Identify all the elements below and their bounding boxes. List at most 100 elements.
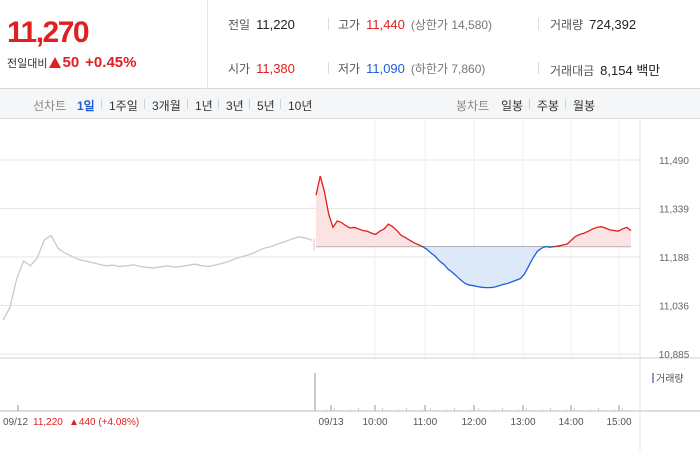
volume-bar xyxy=(462,410,463,411)
line-layer xyxy=(2,175,632,321)
volume-bar xyxy=(350,409,351,411)
quote-panel: 11,270 전일대비 50 +0.45% 전일 11,220 시가 11,380 고가… xyxy=(0,0,700,89)
divider xyxy=(538,62,539,74)
divider xyxy=(101,99,102,109)
y-tick-label: 10,885 xyxy=(659,350,690,361)
volume-bar xyxy=(614,409,615,411)
volume-bar xyxy=(566,409,567,411)
x-tick-label: 15:00 xyxy=(606,417,631,428)
y-tick-label: 11,188 xyxy=(659,253,689,264)
volume-bar xyxy=(502,408,503,411)
volume-bar xyxy=(314,373,316,411)
fill-layer xyxy=(316,176,631,288)
volume-bar xyxy=(558,410,559,411)
divider xyxy=(218,99,219,109)
candle-daily-tab[interactable]: 일봉 xyxy=(501,99,524,113)
prev-day-close: 11,220 xyxy=(33,417,63,428)
up-area xyxy=(554,226,631,247)
candle-weekly-tab[interactable]: 주봉 xyxy=(537,99,560,113)
up-line xyxy=(315,175,423,248)
y-tick-label: 11,036 xyxy=(659,302,689,313)
volume-bar xyxy=(382,408,383,411)
volume-bar xyxy=(366,410,367,411)
candle-monthly-tab[interactable]: 월봉 xyxy=(573,99,596,113)
volume-bar xyxy=(318,410,319,411)
volume-bar xyxy=(454,408,455,411)
stat-high: 고가 11,440 (상한가 14,580) xyxy=(338,16,492,33)
volume-bar xyxy=(630,410,631,411)
divider xyxy=(529,99,530,109)
prev-day-change: ▲440 (+4.08%) xyxy=(69,417,139,428)
change-row: 전일대비 50 +0.45% xyxy=(7,54,136,71)
volume-bar xyxy=(358,408,359,411)
price-box: 11,270 전일대비 50 +0.45% xyxy=(0,0,208,89)
volume-bar xyxy=(478,408,479,411)
x-tick-label: 14:00 xyxy=(558,417,583,428)
divider xyxy=(144,99,145,109)
stat-prev-close: 전일 11,220 xyxy=(228,16,295,33)
stat-label: 시가 xyxy=(228,62,251,76)
stat-label: 전일 xyxy=(228,18,251,32)
volume-layer xyxy=(314,373,631,411)
volume-bar xyxy=(398,409,399,411)
stat-value: 8,154 백만 xyxy=(600,63,661,78)
volume-bar xyxy=(446,409,447,411)
volume-bar xyxy=(526,408,527,411)
down-line xyxy=(422,245,547,289)
period-5y-tab[interactable]: 5년 xyxy=(257,99,275,113)
stat-value: 11,380 xyxy=(256,61,295,76)
stat-open: 시가 11,380 xyxy=(228,60,295,77)
volume-bar xyxy=(598,408,599,411)
change-label: 전일대비 xyxy=(7,58,48,70)
volume-bar xyxy=(494,409,495,411)
volume-bar xyxy=(574,408,575,411)
volume-bar xyxy=(374,409,375,411)
x-tick-label: 11:00 xyxy=(413,417,438,428)
x-tick-label: 09/13 xyxy=(318,417,343,428)
price-chart: 거래량 11,490 11,339 11,188 11,036 10,885 09/13 1… xyxy=(0,120,700,450)
up-area xyxy=(316,176,423,247)
volume-bar xyxy=(406,408,407,411)
period-3m-tab[interactable]: 3개월 xyxy=(152,99,181,113)
up-line xyxy=(554,226,632,248)
volume-bar xyxy=(486,410,487,411)
change-value: 50 xyxy=(62,54,80,71)
candle-chart-label: 봉차트 xyxy=(456,99,490,113)
volume-bar xyxy=(622,408,623,411)
upper-limit: (상한가 14,580) xyxy=(410,18,493,32)
period-10y-tab[interactable]: 10년 xyxy=(288,99,313,113)
stat-label: 거래대금 xyxy=(550,64,595,78)
prev-day-date: 09/12 xyxy=(3,417,28,428)
stat-value: 724,392 xyxy=(589,17,637,32)
stat-low: 저가 11,090 (하한가 7,860) xyxy=(338,60,485,77)
y-tick-label: 11,339 xyxy=(659,205,689,216)
divider xyxy=(328,18,329,30)
down-area xyxy=(422,246,546,288)
grid-layer xyxy=(0,120,640,411)
stat-label: 거래량 xyxy=(550,18,584,32)
stat-volume: 거래량 724,392 xyxy=(550,16,636,33)
volume-bar xyxy=(518,409,519,411)
period-1d-tab[interactable]: 1일 xyxy=(77,99,95,113)
volume-bar xyxy=(334,408,335,411)
divider xyxy=(280,99,281,109)
stat-label: 고가 xyxy=(338,18,361,32)
volume-bar xyxy=(430,408,431,411)
line-chart-label: 선차트 xyxy=(33,99,67,113)
period-1w-tab[interactable]: 1주일 xyxy=(109,99,138,113)
volume-bar xyxy=(510,410,511,411)
period-3y-tab[interactable]: 3년 xyxy=(226,99,244,113)
label-layer: 11,490 11,339 11,188 11,036 10,885 09/13 10:00… xyxy=(318,156,689,428)
volume-bar xyxy=(550,408,551,411)
chart-toolbar: 선차트 1일 1주일 3개월 1년 3년 5년 10년 봉차트 일봉 주봉 월봉 xyxy=(0,89,700,119)
volume-bar xyxy=(422,409,423,411)
period-1y-tab[interactable]: 1년 xyxy=(195,99,213,113)
volume-bar xyxy=(470,409,471,411)
current-price: 11,270 xyxy=(7,16,90,49)
prev-day-line xyxy=(2,234,313,321)
stat-value: 11,440 xyxy=(366,17,405,32)
lower-limit: (하한가 7,860) xyxy=(410,62,486,76)
volume-legend-swatch xyxy=(652,373,654,383)
stat-trade-amount: 거래대금 8,154 백만 xyxy=(550,60,660,79)
volume-bar xyxy=(342,410,343,411)
